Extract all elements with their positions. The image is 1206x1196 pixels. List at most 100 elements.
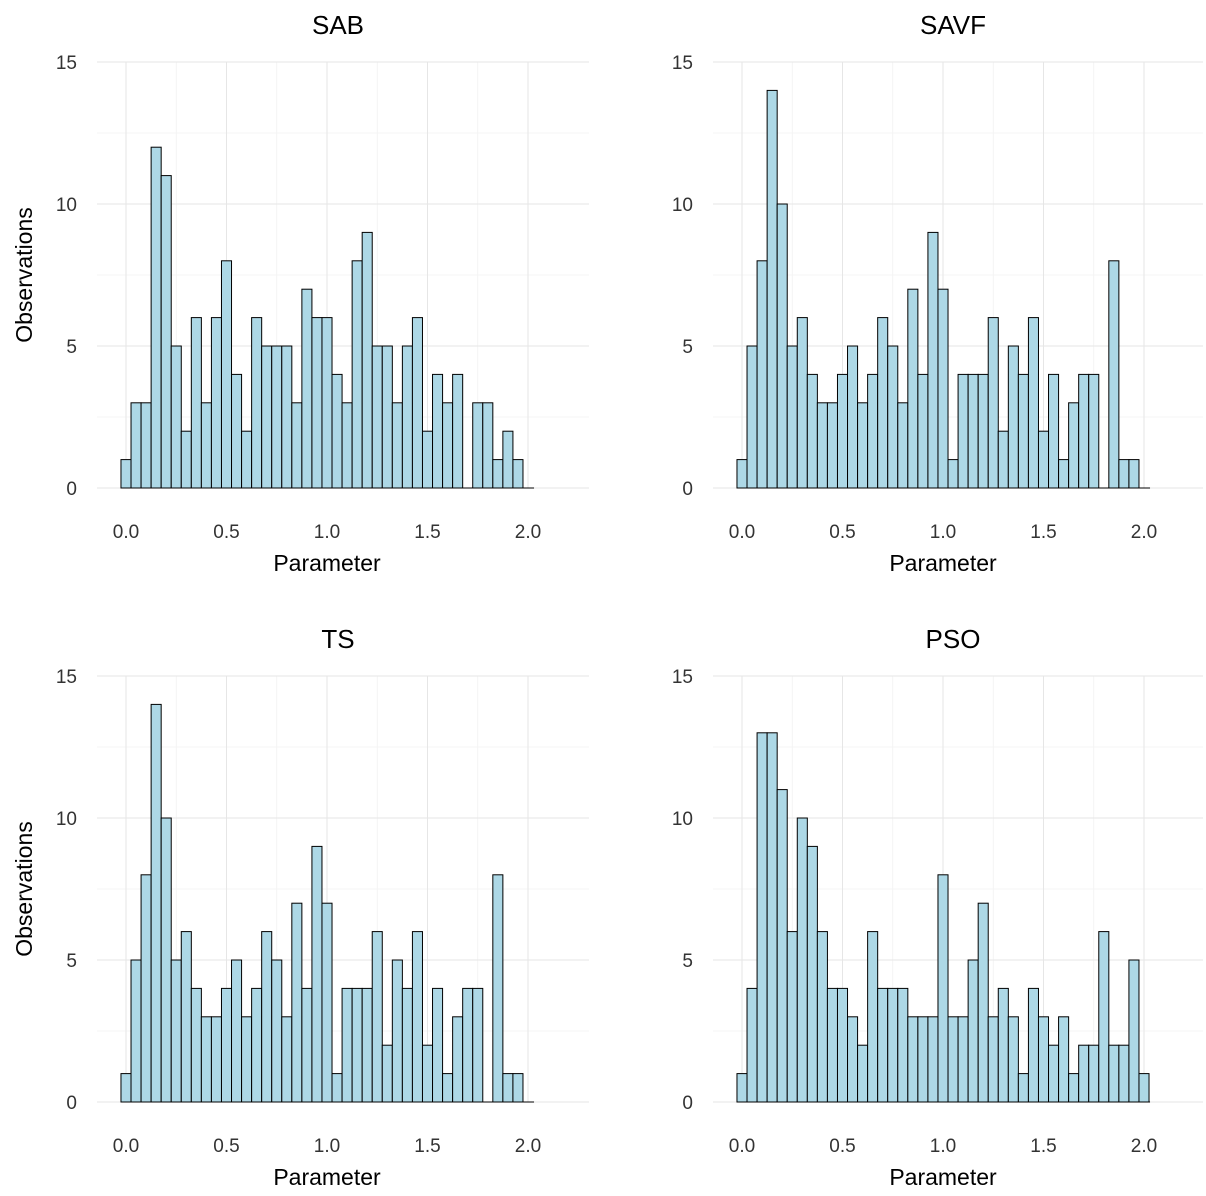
histogram-bar [987,1016,999,1103]
histogram-bar [371,931,383,1103]
histogram-bar [806,845,818,1103]
histogram-bar [130,402,142,489]
x-tick-label: 2.0 [515,522,541,543]
histogram-bar [1058,459,1070,489]
histogram-bar [472,987,484,1103]
y-tick-label: 10 [56,809,77,830]
histogram-bar [756,260,768,489]
histogram-bar [1098,931,1110,1103]
histogram-bar [331,373,343,489]
x-tick-label: 1.0 [930,1136,956,1157]
histogram-bar [492,459,504,489]
bars [736,732,1150,1103]
histogram-bar [351,260,363,489]
y-tick-label: 15 [56,53,77,74]
histogram-bar [210,1016,222,1103]
histogram-bar [776,203,788,489]
bars [120,703,524,1103]
histogram-bar [190,317,202,489]
histogram-bar [836,987,849,1103]
histogram-bar [160,817,172,1103]
histogram-bar [816,402,828,489]
histogram-bar [1128,959,1140,1103]
histogram-bar [1037,1016,1050,1103]
histogram-bar [816,931,828,1103]
histogram-bar [120,459,132,489]
x-tick-label: 0.0 [113,1136,139,1157]
histogram-bar [452,1016,464,1103]
histogram-bar [291,902,303,1103]
y-tick-label: 0 [66,479,77,500]
histogram-bar [210,317,222,489]
x-tick-label: 1.5 [414,522,440,543]
histogram-bar [200,402,212,489]
x-tick-label: 2.0 [1131,1136,1157,1157]
histogram-bar [847,1016,859,1103]
histogram-bar [281,345,293,489]
histogram-bar [857,1044,869,1103]
panel-title: SAB [312,10,364,40]
histogram-bar [421,1044,434,1103]
histogram-bar [291,402,303,489]
x-tick-label: 1.0 [314,1136,340,1157]
histogram-bar [766,89,778,489]
histogram-bar [806,373,818,489]
y-tick-label: 5 [66,337,77,358]
histogram-bar [1048,1044,1060,1103]
histogram-bar [867,373,879,489]
histogram-bar [220,987,233,1103]
histogram-bar [1007,1016,1019,1103]
histogram-bar [502,1073,514,1103]
histogram-bar [766,732,778,1103]
histogram-bar [1027,987,1039,1103]
x-axis-title: Parameter [273,1164,381,1190]
histogram-bar [947,459,959,489]
panel-title: SAVF [920,10,986,40]
histogram-bar [736,1073,748,1103]
x-tick-label: 0.5 [829,522,855,543]
histogram-bar [502,430,514,489]
histogram-bar [190,987,202,1103]
histogram-bar [421,430,434,489]
y-tick-label: 15 [56,667,77,688]
histogram-bar [180,931,192,1103]
y-tick-label: 5 [682,951,693,972]
panel-title: TS [321,624,354,654]
x-axis-title: Parameter [889,1164,997,1190]
histogram-bar [1007,345,1019,489]
histogram-bar [1027,317,1039,489]
x-tick-label: 1.5 [1030,1136,1056,1157]
histogram-bar [746,987,758,1103]
x-tick-label: 1.5 [1030,522,1056,543]
histogram-bar [160,175,172,489]
histogram-bar [877,317,889,489]
histogram-bar [1108,1044,1120,1103]
histogram-bar [887,987,899,1103]
histogram-bar [231,373,243,489]
histogram-bar [826,987,838,1103]
histogram-bar [512,1073,524,1103]
histogram-bar [1088,1044,1100,1103]
histogram-bar [432,987,444,1103]
histogram-bar [997,430,1009,489]
histogram-bar [321,317,333,489]
histogram-bar [1078,373,1090,489]
histogram-bar [140,402,152,489]
histogram-bar [452,373,464,489]
histogram-bar [411,317,423,489]
histogram-bar [241,430,253,489]
histogram-bar [311,317,323,489]
histogram-bar [987,317,999,489]
histogram-bar [927,1016,939,1103]
y-tick-label: 0 [682,1093,693,1114]
panel-pso: PSO 0 5 10 15 0.0 0.5 1.0 1.5 2.0 Parameter [672,624,1203,1190]
histogram-bar [796,817,808,1103]
histogram-bar [937,288,949,489]
y-tick-label: 5 [66,951,77,972]
histogram-bar [1078,1044,1090,1103]
histogram-bar [897,402,909,489]
histogram-bar [927,231,939,489]
histogram-bar [371,345,383,489]
histogram-bar [857,402,869,489]
histogram-bar [482,402,494,489]
